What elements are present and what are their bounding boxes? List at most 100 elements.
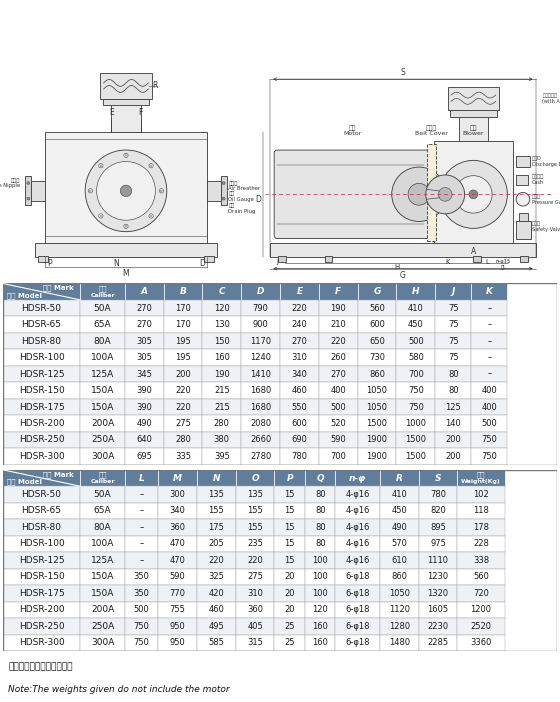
Bar — [280, 300, 319, 317]
Text: 560: 560 — [369, 304, 385, 312]
Text: 200: 200 — [175, 369, 191, 378]
Bar — [197, 569, 236, 585]
Bar — [419, 602, 458, 618]
Text: C: C — [218, 287, 225, 296]
Text: 420: 420 — [208, 589, 224, 598]
Text: 皮带罩
Belt Cover: 皮带罩 Belt Cover — [415, 125, 448, 136]
Bar — [458, 585, 505, 602]
Bar — [81, 416, 125, 432]
Text: 3360: 3360 — [470, 638, 492, 647]
Text: H: H — [394, 264, 399, 270]
Text: –: – — [487, 337, 492, 345]
Circle shape — [27, 197, 30, 200]
Bar — [111, 102, 141, 131]
Text: G: G — [400, 270, 406, 279]
Circle shape — [408, 183, 430, 205]
Text: 750: 750 — [133, 638, 150, 647]
Bar — [419, 470, 458, 486]
Text: 1230: 1230 — [427, 572, 449, 581]
Text: O: O — [251, 474, 259, 482]
Text: 410: 410 — [391, 490, 407, 499]
Bar — [435, 383, 472, 399]
Circle shape — [149, 164, 153, 168]
Text: 2230: 2230 — [427, 622, 449, 631]
Bar — [164, 317, 202, 333]
Bar — [202, 350, 241, 366]
Text: L: L — [138, 474, 144, 482]
Bar — [202, 416, 241, 432]
Bar — [319, 284, 358, 300]
Text: HDSR-65: HDSR-65 — [22, 507, 62, 515]
Text: S: S — [400, 68, 405, 77]
Text: 360: 360 — [170, 523, 185, 532]
Text: –: – — [139, 539, 143, 548]
Bar — [221, 176, 227, 206]
Text: 1320: 1320 — [427, 589, 449, 598]
Bar — [396, 333, 435, 350]
Bar — [3, 618, 81, 635]
Text: 900: 900 — [253, 320, 268, 329]
Bar — [81, 366, 125, 383]
Bar — [280, 416, 319, 432]
Bar — [335, 519, 380, 536]
Text: 口径: 口径 — [99, 472, 107, 478]
Text: 1200: 1200 — [470, 605, 492, 614]
Text: 压力表
Pressure Gauge: 压力表 Pressure Gauge — [531, 194, 560, 205]
Text: 610: 610 — [391, 556, 407, 565]
Bar — [102, 98, 150, 105]
Text: 750: 750 — [133, 622, 150, 631]
Text: 300A: 300A — [91, 452, 114, 461]
Bar — [305, 602, 335, 618]
Text: 690: 690 — [291, 435, 307, 444]
Bar — [274, 486, 305, 503]
Text: 250A: 250A — [91, 622, 114, 631]
Bar — [158, 618, 197, 635]
Text: 270: 270 — [291, 337, 307, 345]
Text: 860: 860 — [391, 572, 407, 581]
Text: 500: 500 — [330, 402, 346, 411]
Bar — [125, 486, 158, 503]
Text: 500: 500 — [133, 605, 150, 614]
Bar — [458, 602, 505, 618]
Text: E: E — [109, 108, 114, 117]
Text: H: H — [412, 287, 419, 296]
Bar — [125, 333, 164, 350]
Bar — [270, 244, 535, 257]
Text: 400: 400 — [330, 386, 346, 395]
Text: 975: 975 — [430, 539, 446, 548]
Bar — [81, 432, 125, 448]
Text: HDSR-100: HDSR-100 — [18, 353, 64, 362]
Text: 390: 390 — [136, 386, 152, 395]
Bar — [125, 350, 164, 366]
Text: 6-φ18: 6-φ18 — [346, 589, 370, 598]
Bar — [3, 519, 81, 536]
Bar — [164, 383, 202, 399]
Text: 20: 20 — [284, 572, 295, 581]
Bar — [335, 486, 380, 503]
Bar — [472, 317, 507, 333]
Bar — [380, 503, 419, 519]
Text: –: – — [139, 490, 143, 499]
Bar — [125, 635, 158, 651]
Text: 590: 590 — [170, 572, 185, 581]
Bar — [197, 635, 236, 651]
Text: 395: 395 — [214, 452, 230, 461]
Bar — [358, 448, 396, 465]
Text: J: J — [276, 259, 278, 265]
Bar — [419, 585, 458, 602]
Text: 150: 150 — [214, 337, 230, 345]
Bar — [335, 635, 380, 651]
Bar — [305, 470, 335, 486]
Text: D: D — [257, 287, 264, 296]
Text: 200: 200 — [445, 452, 461, 461]
Text: 记号 Mark: 记号 Mark — [43, 285, 74, 291]
Bar — [419, 503, 458, 519]
Bar — [197, 585, 236, 602]
Text: 1050: 1050 — [367, 386, 388, 395]
Bar — [3, 350, 81, 366]
Text: 65A: 65A — [94, 320, 111, 329]
Text: 100: 100 — [312, 589, 328, 598]
Bar — [3, 602, 81, 618]
Text: 350: 350 — [133, 572, 150, 581]
Bar — [125, 416, 164, 432]
